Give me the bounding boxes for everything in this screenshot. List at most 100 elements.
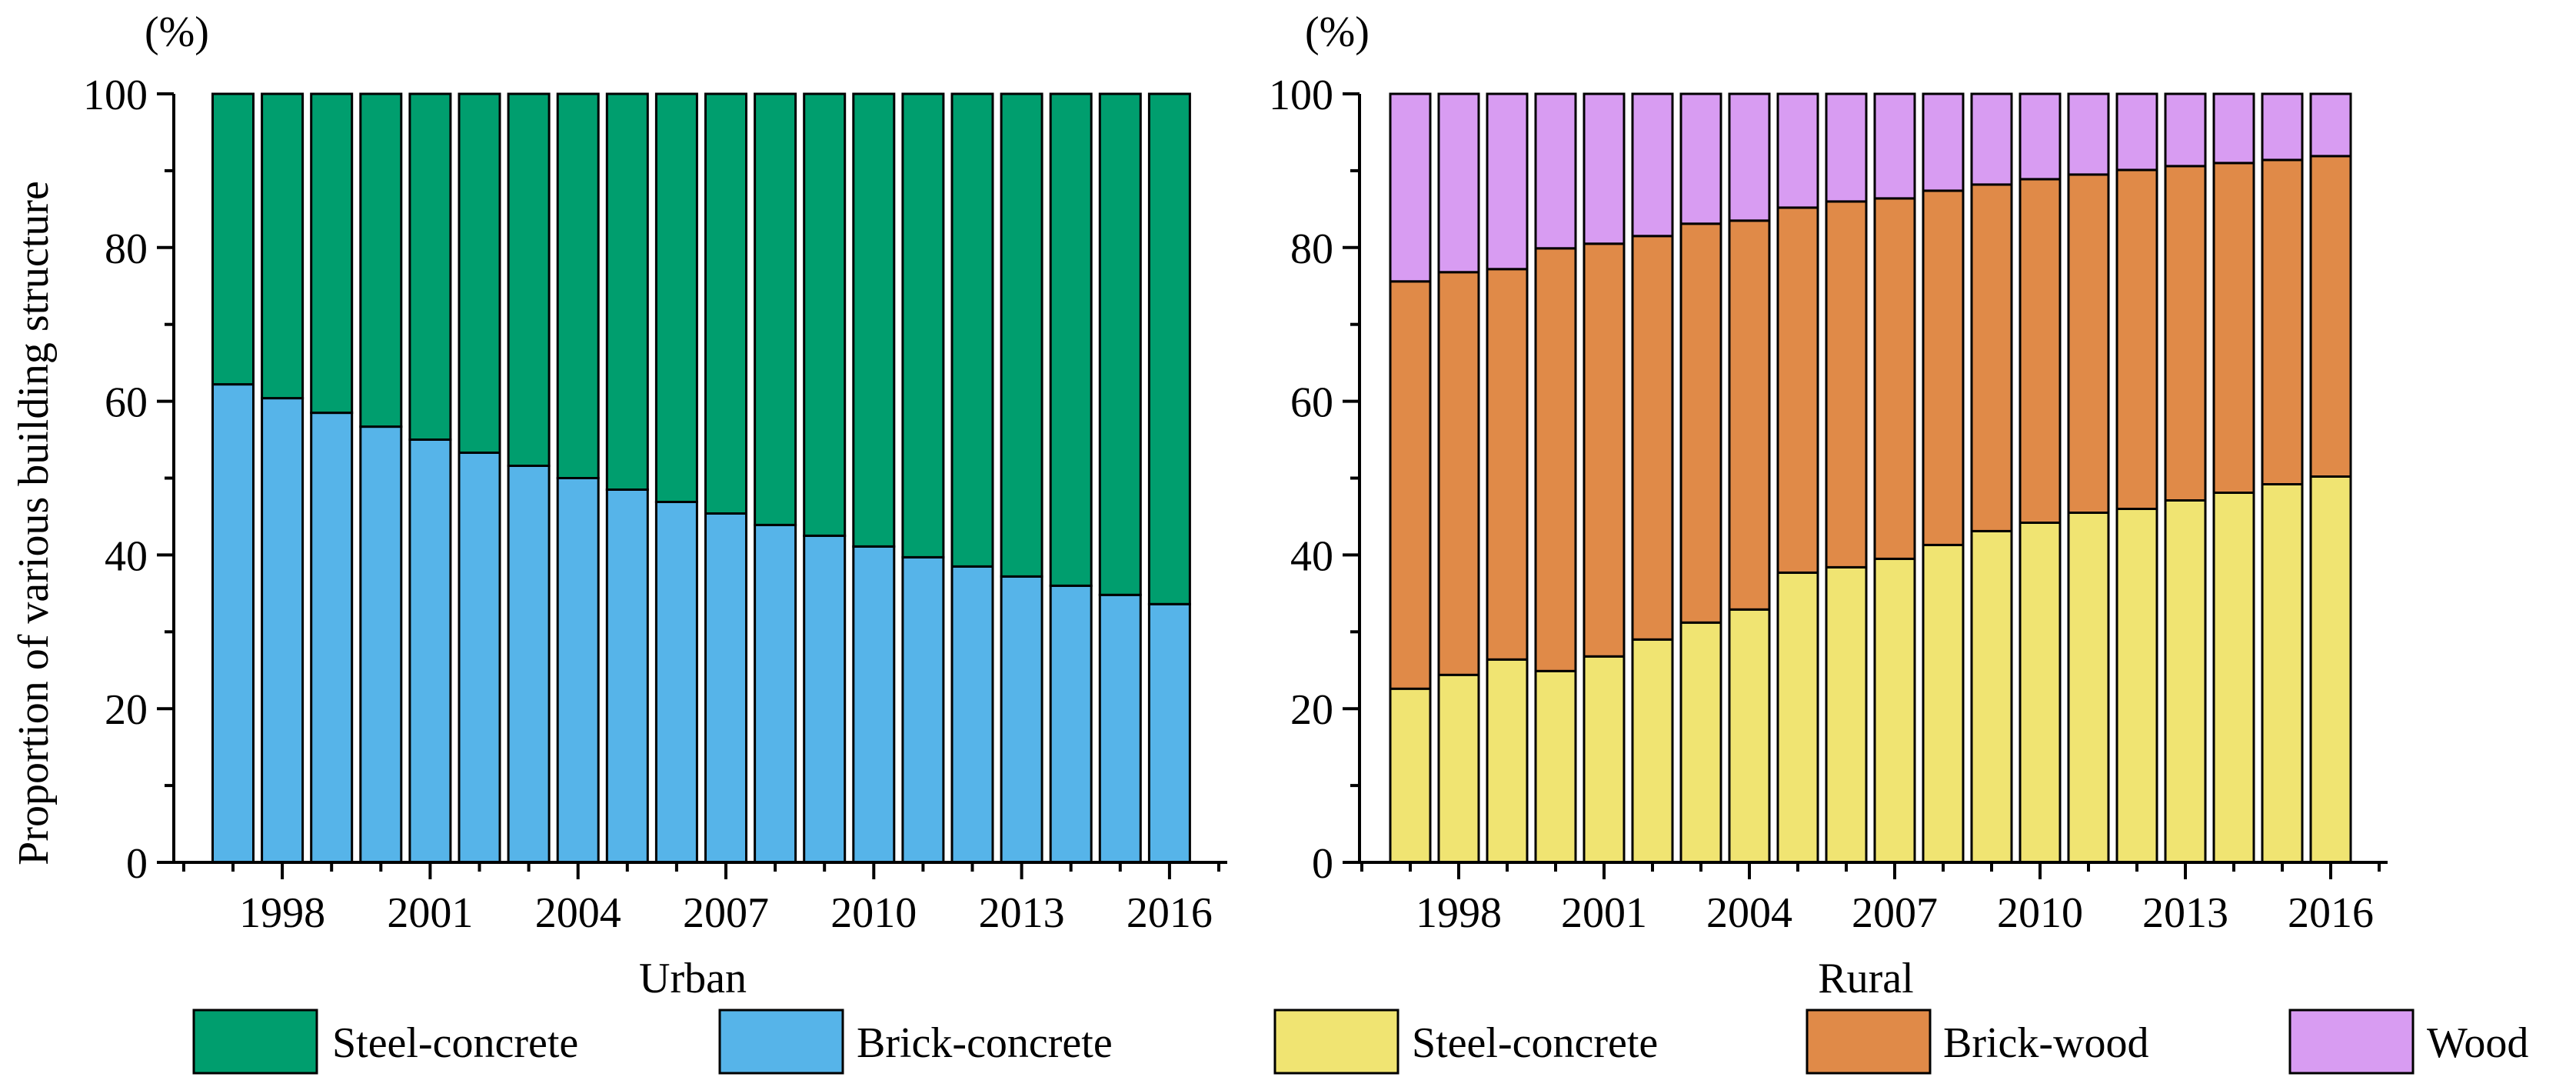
urban-bar-steel-concrete-2003 (507, 92, 551, 467)
urban-bar-brick-concrete-2012 (950, 565, 994, 864)
urban-bar-steel-concrete-2013 (1000, 92, 1043, 578)
rural-y-tick-label-20: 20 (1290, 686, 1333, 734)
rural-bar-steel-concrete-2007 (1873, 557, 1916, 864)
rural-bar-steel-concrete-2002 (1631, 638, 1674, 864)
rural-bar-brick-wood-2002 (1631, 235, 1674, 641)
legend-swatch-urban-brick-concrete (718, 1009, 844, 1075)
urban-bar-steel-concrete-2016 (1147, 92, 1191, 605)
rural-bar-wood-2002 (1631, 92, 1674, 238)
rural-bar-steel-concrete-2008 (1922, 543, 1965, 864)
urban-x-tick-label-2016: 2016 (1127, 889, 1213, 937)
rural-bar-steel-concrete-2012 (2115, 508, 2158, 864)
urban-bar-steel-concrete-2011 (901, 92, 945, 559)
urban-bar-steel-concrete-1998 (261, 92, 305, 400)
urban-y-tick-label-80: 80 (105, 225, 148, 273)
rural-panel: 0 20 40 60 80 100 1998 2001 2004 2007 2010 2013 2016… (1269, 72, 2388, 1002)
rural-bar-steel-concrete-1998 (1437, 673, 1480, 864)
legend-label-rural-steel-concrete: Steel-concrete (1412, 1019, 1658, 1067)
rural-bar-brick-wood-2006 (1825, 200, 1868, 569)
urban-bar-brick-concrete-2004 (556, 477, 600, 864)
urban-bar-brick-concrete-2010 (852, 545, 896, 864)
rural-bar-brick-wood-2014 (2212, 162, 2255, 494)
rural-bar-brick-wood-2010 (2019, 178, 2062, 524)
rural-bar-brick-wood-2001 (1583, 242, 1626, 658)
rural-unit-label: (%) (1305, 8, 1370, 56)
rural-bar-steel-concrete-2003 (1679, 621, 1722, 864)
urban-x-tick-label-2010: 2010 (830, 889, 917, 937)
urban-bar-steel-concrete-2015 (1098, 92, 1142, 596)
urban-bar-steel-concrete-2000 (359, 92, 403, 428)
legend-swatch-rural-brick-wood (1806, 1009, 1932, 1075)
rural-bar-wood-2006 (1825, 92, 1868, 203)
rural-bar-wood-2007 (1873, 92, 1916, 200)
urban-bar-brick-concrete-2000 (359, 425, 403, 864)
rural-bar-wood-1997 (1389, 92, 1432, 283)
urban-x-tick-label-2004: 2004 (535, 889, 621, 937)
rural-bar-steel-concrete-1999 (1486, 658, 1529, 864)
urban-bar-brick-concrete-2006 (654, 501, 698, 864)
urban-bar-brick-concrete-2001 (408, 438, 452, 864)
rural-bar-brick-wood-2005 (1776, 206, 1819, 574)
urban-bar-brick-concrete-2009 (803, 534, 847, 864)
rural-bar-brick-wood-1997 (1389, 280, 1432, 690)
urban-bar-brick-concrete-2015 (1098, 593, 1142, 864)
rural-bar-wood-2008 (1922, 92, 1965, 192)
rural-bar-brick-wood-2007 (1873, 197, 1916, 560)
legend-swatch-urban-steel-concrete (192, 1009, 318, 1075)
rural-x-tick-label-2004: 2004 (1706, 889, 1792, 937)
rural-bar-brick-wood-2008 (1922, 189, 1965, 546)
legend-swatch-rural-wood (2288, 1009, 2415, 1075)
rural-bar-wood-2001 (1583, 92, 1626, 245)
rural-bar-wood-1998 (1437, 92, 1480, 274)
urban-y-tick-label-0: 0 (126, 840, 148, 888)
rural-bar-steel-concrete-2014 (2212, 492, 2255, 864)
rural-bar-brick-wood-2004 (1728, 219, 1771, 611)
rural-x-tick-label-2007: 2007 (1852, 889, 1938, 937)
rural-bar-wood-2004 (1728, 92, 1771, 222)
rural-bar-brick-wood-2009 (1970, 183, 2013, 532)
rural-bar-steel-concrete-1997 (1389, 687, 1432, 864)
rural-bar-steel-concrete-2009 (1970, 529, 2013, 864)
rural-x-tick-label-2016: 2016 (2288, 889, 2374, 937)
urban-bar-steel-concrete-2014 (1049, 92, 1093, 587)
urban-bar-steel-concrete-2001 (408, 92, 452, 441)
legend-label-rural-brick-wood: Brick-wood (1943, 1019, 2149, 1067)
rural-bar-wood-2016 (2309, 92, 2352, 158)
urban-bar-brick-concrete-2014 (1049, 584, 1093, 864)
urban-bar-brick-concrete-1998 (261, 397, 305, 864)
rural-y-tick-label-0: 0 (1312, 840, 1333, 888)
urban-bar-brick-concrete-2013 (1000, 575, 1043, 864)
legend-label-rural-wood: Wood (2427, 1019, 2528, 1067)
urban-x-axis-title: Urban (639, 955, 747, 1002)
urban-x-tick-label-2013: 2013 (979, 889, 1065, 937)
urban-bar-brick-concrete-2002 (458, 452, 501, 864)
urban-x-tick-label-1998: 1998 (239, 889, 325, 937)
rural-bar-brick-wood-1999 (1486, 268, 1529, 661)
urban-bar-steel-concrete-2009 (803, 92, 847, 537)
rural-bar-wood-2011 (2067, 92, 2110, 176)
rural-bar-steel-concrete-2013 (2164, 499, 2207, 864)
rural-bar-wood-2009 (1970, 92, 2013, 186)
rural-bar-wood-2005 (1776, 92, 1819, 209)
urban-bar-steel-concrete-2004 (556, 92, 600, 479)
urban-bar-brick-concrete-2005 (605, 488, 649, 864)
rural-bar-brick-wood-1998 (1437, 271, 1480, 676)
rural-bar-brick-wood-2016 (2309, 155, 2352, 478)
urban-y-tick-label-100: 100 (83, 72, 148, 119)
urban-y-tick-label-40: 40 (105, 532, 148, 580)
urban-panel: 0 20 40 60 80 100 1998 2001 2004 2007 2010 2013 2016… (83, 72, 1227, 1002)
urban-bar-steel-concrete-1997 (211, 92, 255, 386)
rural-bar-steel-concrete-2000 (1534, 669, 1577, 864)
y-axis-title: Proportion of various building structure (10, 181, 58, 865)
rural-bar-brick-wood-2000 (1534, 247, 1577, 672)
urban-bar-brick-concrete-2011 (901, 555, 945, 864)
rural-x-tick-label-2001: 2001 (1561, 889, 1647, 937)
rural-bar-steel-concrete-2010 (2019, 521, 2062, 864)
urban-bar-steel-concrete-2007 (704, 92, 747, 515)
rural-x-axis-title: Rural (1818, 955, 1913, 1002)
rural-bar-wood-2012 (2115, 92, 2158, 172)
rural-y-tick-label-100: 100 (1269, 72, 1333, 119)
rural-y-tick-label-80: 80 (1290, 225, 1333, 273)
rural-bar-wood-2000 (1534, 92, 1577, 250)
urban-bar-steel-concrete-2012 (950, 92, 994, 568)
